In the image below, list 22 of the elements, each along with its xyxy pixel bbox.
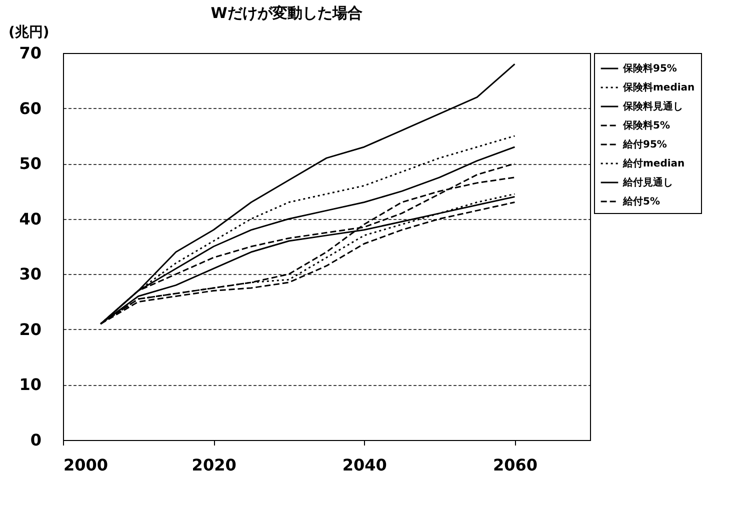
- legend-label: 給付5%: [622, 196, 660, 208]
- x-tick-label: 2020: [192, 456, 236, 474]
- x-tick-label: 2040: [342, 456, 387, 474]
- legend-label: 給付median: [622, 158, 685, 170]
- y-tick-label: 20: [19, 320, 42, 339]
- y-tick-label: 70: [19, 44, 42, 62]
- legend-label: 保険料median: [622, 82, 695, 94]
- x-tick-label: 2060: [492, 456, 538, 474]
- y-tick-label: 30: [19, 264, 42, 284]
- y-tick-label: 0: [30, 430, 42, 450]
- legend-label: 保険料5%: [622, 120, 670, 132]
- y-axis-title: (兆円): [8, 24, 50, 40]
- y-tick-label: 60: [19, 98, 42, 118]
- legend-label: 給付95%: [622, 138, 667, 150]
- y-tick-label: 40: [19, 209, 42, 228]
- chart-title: Wだけが変動した場合: [210, 4, 362, 22]
- y-tick-label: 10: [19, 375, 42, 394]
- legend-label: 保険料見通し: [622, 100, 683, 112]
- y-tick-label: 50: [19, 154, 42, 174]
- legend-label: 給付見通し: [622, 176, 673, 188]
- x-tick-label: 2000: [64, 456, 108, 474]
- legend-label: 保険料95%: [622, 62, 677, 74]
